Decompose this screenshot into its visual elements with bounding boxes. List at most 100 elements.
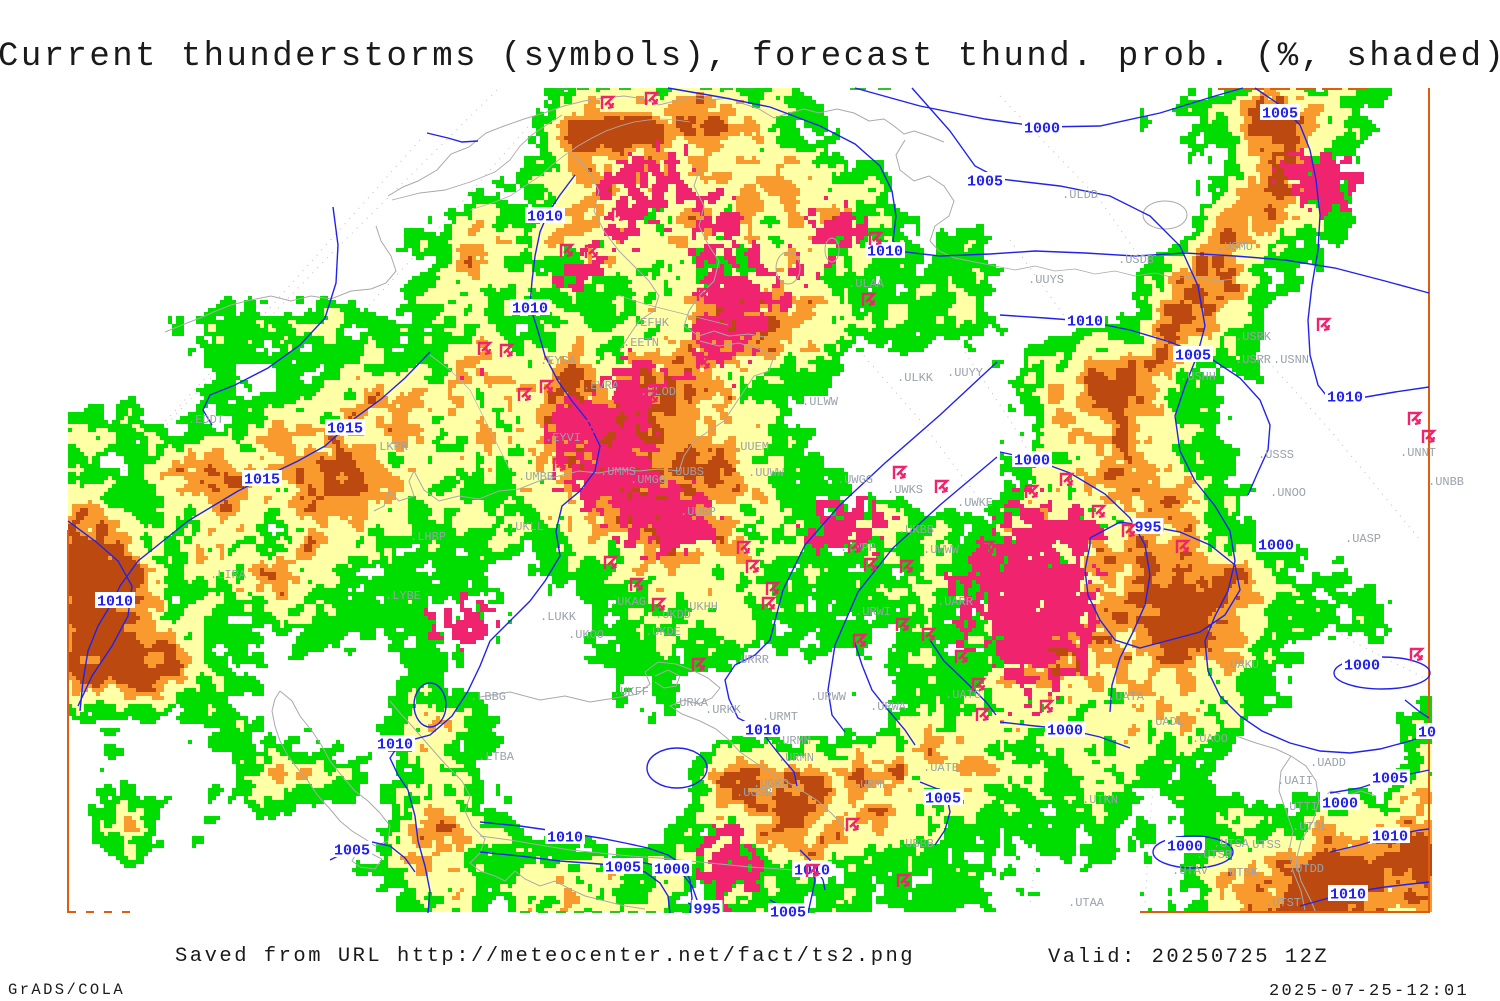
svg-text:.UARR: .UARR [937, 595, 973, 609]
svg-text:.UKDE: .UKDE [645, 625, 681, 639]
svg-text:.LBBG: .LBBG [470, 690, 506, 704]
svg-text:995: 995 [693, 902, 720, 919]
svg-text:.UWWW: .UWWW [923, 543, 960, 557]
svg-text:.LHBP: .LHBP [410, 530, 446, 544]
svg-text:1000: 1000 [1322, 796, 1358, 813]
svg-text:.EVRA: .EVRA [583, 379, 620, 393]
svg-text:.UUYY: .UUYY [947, 366, 983, 380]
svg-text:.USRR: .USRR [1235, 353, 1271, 367]
svg-text:1015: 1015 [244, 472, 280, 489]
svg-text:.UATA: .UATA [1108, 690, 1145, 704]
svg-text:.UGSB: .UGSB [736, 786, 772, 800]
svg-text:.URWA: .URWA [870, 700, 907, 714]
svg-text:995: 995 [1134, 520, 1161, 537]
svg-text:1010: 1010 [547, 830, 583, 847]
svg-text:.UUYS: .UUYS [1028, 273, 1064, 287]
svg-text:.LTBA: .LTBA [478, 750, 515, 764]
svg-text:1010: 1010 [512, 301, 548, 318]
svg-text:.UKLL: .UKLL [508, 520, 544, 534]
svg-text:.URMN: .URMN [778, 751, 814, 765]
svg-text:.UWGG: .UWGG [837, 473, 873, 487]
svg-text:.EYVI: .EYVI [545, 431, 581, 445]
svg-text:.URRR: .URRR [733, 653, 769, 667]
svg-text:.UWKE: .UWKE [957, 496, 993, 510]
svg-text:.URWW: .URWW [810, 690, 847, 704]
svg-text:1010: 1010 [867, 244, 903, 261]
svg-text:.UMGG: .UMGG [630, 473, 666, 487]
svg-text:1005: 1005 [334, 843, 370, 860]
svg-text:.UMBB: .UMBB [518, 470, 554, 484]
svg-text:.UAOO: .UAOO [1192, 732, 1228, 746]
svg-text:.UKOO: .UKOO [568, 628, 604, 642]
svg-text:.ULWW: .ULWW [802, 395, 839, 409]
svg-text:.UWKS: .UWKS [887, 483, 923, 497]
svg-text:10: 10 [1418, 725, 1436, 742]
svg-text:.UUWW: .UUWW [748, 466, 785, 480]
svg-text:1010: 1010 [745, 723, 781, 740]
svg-text:.URWI: .URWI [855, 605, 891, 619]
svg-text:.UTSB: .UTSB [1196, 848, 1232, 862]
svg-text:.UBBB: .UBBB [898, 837, 934, 851]
svg-text:1005: 1005 [967, 174, 1003, 191]
svg-text:.UUBP: .UUBP [680, 505, 716, 519]
svg-text:.UTSA: .UTSA [1213, 837, 1250, 851]
svg-text:1000: 1000 [654, 862, 690, 879]
svg-text:.UNBB: .UNBB [1428, 475, 1464, 489]
svg-text:.USRK: .USRK [1235, 330, 1272, 344]
svg-text:1010: 1010 [377, 737, 413, 754]
svg-text:.UTDD: .UTDD [1288, 862, 1324, 876]
svg-text:.UTSK: .UTSK [1222, 866, 1259, 880]
svg-text:.URMM: .URMM [775, 734, 811, 748]
svg-text:.UADL: .UADL [1148, 715, 1184, 729]
svg-text:.URKK: .URKK [705, 703, 742, 717]
svg-text:.ULAA: .ULAA [848, 277, 885, 291]
svg-text:1005: 1005 [1175, 348, 1211, 365]
svg-text:.UTAA: .UTAA [1068, 896, 1105, 910]
svg-text:.UTTI: .UTTI [1282, 800, 1318, 814]
svg-text:.UATG: .UATG [945, 688, 981, 702]
svg-text:.UUBS: .UUBS [668, 465, 704, 479]
svg-text:.UADD: .UADD [1310, 756, 1346, 770]
svg-text:1005: 1005 [770, 905, 806, 922]
svg-text:.ULOD: .ULOD [640, 385, 676, 399]
svg-text:.UKHH: .UKHH [682, 600, 718, 614]
svg-text:.URML: .URML [853, 778, 889, 792]
svg-text:.UTKN: .UTKN [1082, 793, 1118, 807]
svg-text:.UUEM: .UUEM [733, 440, 769, 454]
svg-text:.USHH: .USHH [1180, 370, 1216, 384]
svg-text:1000: 1000 [1014, 453, 1050, 470]
svg-text:1010: 1010 [527, 209, 563, 226]
svg-text:.UTST: .UTST [1265, 896, 1301, 910]
svg-text:.UAKU: .UAKU [1223, 658, 1259, 672]
svg-text:.USMU: .USMU [1217, 240, 1253, 254]
svg-text:.UNNT: .UNNT [1400, 446, 1436, 460]
svg-text:.UTDL: .UTDL [1292, 820, 1328, 834]
svg-text:.EYSA: .EYSA [540, 354, 577, 368]
svg-text:.URKA: .URKA [672, 696, 709, 710]
svg-text:1015: 1015 [327, 421, 363, 438]
svg-text:.UKDD: .UKDD [655, 608, 691, 622]
svg-text:.USNN: .USNN [1273, 353, 1309, 367]
svg-text:.ULKK: .ULKK [897, 371, 934, 385]
svg-text:.USDB: .USDB [1118, 253, 1154, 267]
svg-text:1005: 1005 [925, 791, 961, 808]
svg-text:1005: 1005 [605, 860, 641, 877]
svg-text:.UASP: .UASP [1345, 532, 1381, 546]
svg-text:.LIRA: .LIRA [210, 568, 247, 582]
svg-text:.ULDD: .ULDD [1062, 188, 1098, 202]
svg-text:.UKFF: .UKFF [613, 685, 649, 699]
svg-text:1010: 1010 [1372, 829, 1408, 846]
svg-text:1005: 1005 [1372, 771, 1408, 788]
svg-text:1000: 1000 [1258, 538, 1294, 555]
svg-text:1000: 1000 [1024, 121, 1060, 138]
svg-text:.EETN: .EETN [623, 336, 659, 350]
svg-text:.LKPR: .LKPR [372, 440, 408, 454]
svg-text:.UATE: .UATE [923, 761, 959, 775]
svg-text:.USSS: .USSS [1258, 448, 1294, 462]
svg-text:.UAII: .UAII [1277, 774, 1313, 788]
svg-text:1010: 1010 [97, 594, 133, 611]
svg-text:1000: 1000 [1047, 723, 1083, 740]
svg-text:1000: 1000 [1167, 839, 1203, 856]
svg-text:1010: 1010 [1330, 887, 1366, 904]
svg-text:1005: 1005 [1262, 106, 1298, 123]
